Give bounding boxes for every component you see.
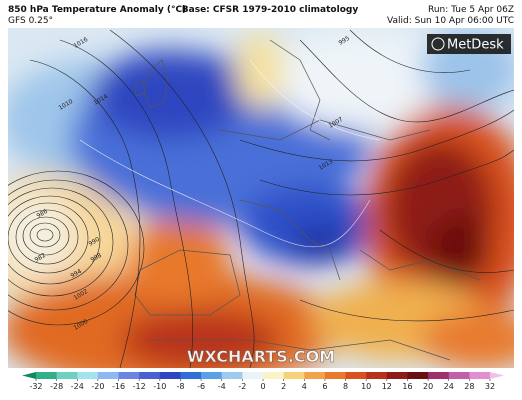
colorbar-swatch — [428, 372, 450, 379]
colorbar-swatch — [97, 372, 120, 379]
colorbar-swatch — [180, 372, 202, 379]
isobar-label: 986 — [36, 208, 50, 220]
colorbar-swatch — [242, 372, 264, 379]
colorbar-tick-label: -12 — [133, 382, 146, 391]
anomaly-field — [8, 30, 514, 368]
colorbar-tick-label: -8 — [176, 382, 184, 391]
colorbar: -32 -28 -24 -20 -16 -12 -10 -8 -6 -4 -2 0 2 4 6 8 10 12 16… — [22, 372, 504, 391]
colorbar-swatch — [139, 372, 161, 379]
colorbar-swatch — [118, 372, 140, 379]
isobars — [8, 29, 514, 368]
colorbar-tick-label: 10 — [361, 382, 371, 391]
logo-icon — [431, 37, 445, 51]
colorbar-swatch — [56, 372, 78, 379]
watermark: WXCHARTS.COM — [187, 347, 335, 366]
colorbar-swatch — [366, 372, 388, 379]
colorbar-tick-label: -16 — [112, 382, 125, 391]
colorbar-swatch — [263, 372, 285, 379]
model: GFS 0.25° — [8, 16, 53, 26]
colorbar-tick-label: -20 — [91, 382, 104, 391]
colorbar-tick-label: 6 — [322, 382, 327, 391]
colorbar-tick-label: -10 — [153, 382, 166, 391]
colorbar-swatch — [407, 372, 429, 379]
colorbar-swatch — [304, 372, 326, 379]
colorbar-tick-label: -32 — [29, 382, 42, 391]
colorbar-swatch — [324, 372, 347, 379]
map — [8, 28, 514, 368]
colorbar-swatch — [36, 372, 58, 379]
colorbar-tick-label: 32 — [485, 382, 495, 391]
colorbar-tick-label: -2 — [238, 382, 246, 391]
title: 850 hPa Temperature Anomaly (°C) — [8, 5, 186, 15]
isobar-label: 998 — [90, 252, 104, 264]
colorbar-swatch — [221, 372, 243, 379]
colorbar-tick-label: 28 — [464, 382, 474, 391]
logo-box — [427, 34, 511, 54]
isobar-label: 994 — [70, 268, 84, 280]
colorbar-tick-label: -28 — [50, 382, 63, 391]
anomaly-contours — [79, 59, 381, 248]
valid-time: Valid: Sun 10 Apr 06:00 UTC — [387, 16, 514, 26]
colorbar-swatch — [159, 372, 181, 379]
base: Base: CFSR 1979-2010 climatology — [182, 5, 359, 15]
colorbar-swatch — [386, 372, 408, 379]
colorbar-end — [490, 372, 504, 379]
colorbar-swatch — [448, 372, 470, 379]
colorbar-tick-label: 8 — [343, 382, 348, 391]
colorbar-swatch — [345, 372, 367, 379]
logo: MetDesk — [447, 38, 504, 53]
colorbar-tick-label: 24 — [444, 382, 454, 391]
colorbar-tick-label: 4 — [302, 382, 307, 391]
isobar-label: 995 — [338, 35, 352, 47]
colorbar-swatch — [77, 372, 99, 379]
colorbar-tick-label: 20 — [423, 382, 433, 391]
isobar-label: 982 — [34, 252, 48, 264]
colorbar-tick-label: 16 — [402, 382, 412, 391]
colorbar-end — [22, 372, 36, 379]
colorbar-tick-label: -6 — [197, 382, 205, 391]
colorbar-tick-label: -24 — [71, 382, 84, 391]
colorbar-swatch — [201, 372, 223, 379]
colorbar-tick-label: 2 — [281, 382, 286, 391]
colorbar-swatch — [469, 372, 491, 379]
colorbar-swatch — [283, 372, 305, 379]
isobar-label: 990 — [88, 236, 102, 248]
colorbar-tick-label: 12 — [382, 382, 392, 391]
run: Run: Tue 5 Apr 06Z — [428, 5, 514, 15]
colorbar-tick-label: 0 — [260, 382, 265, 391]
colorbar-tick-label: -4 — [218, 382, 226, 391]
coastlines — [134, 39, 481, 361]
